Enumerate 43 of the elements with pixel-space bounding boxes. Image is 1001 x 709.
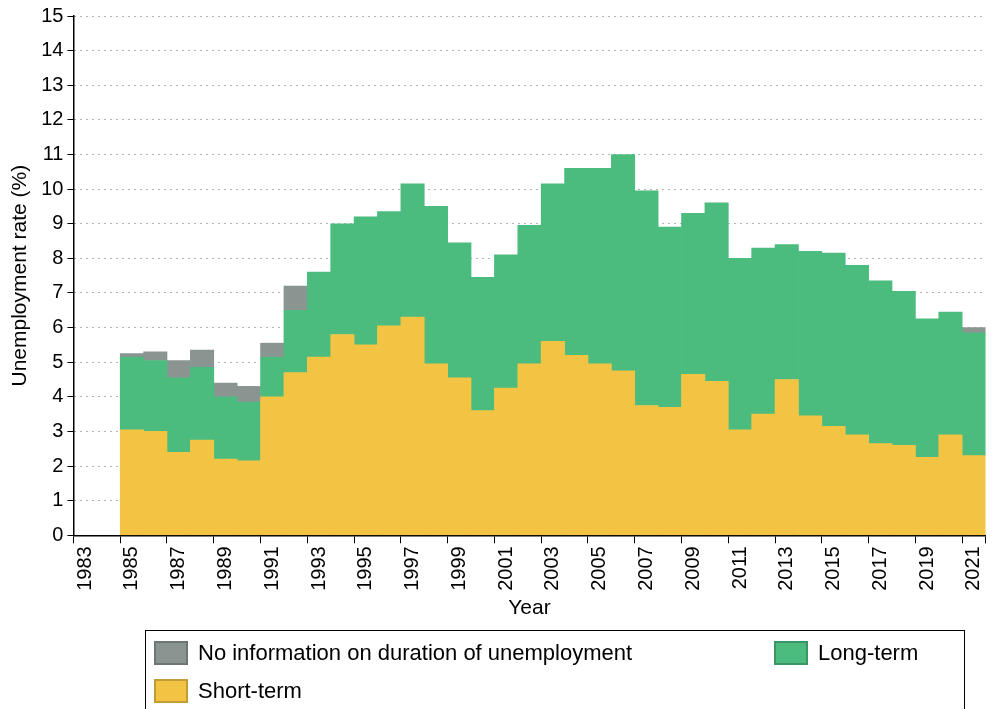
bar <box>283 285 308 311</box>
y-tick-label: 11 <box>42 142 64 164</box>
x-tick-label: 1987 <box>166 546 189 591</box>
y-tick-label: 6 <box>52 315 64 338</box>
y-tick-label: 0 <box>52 522 64 545</box>
x-tick-label: 2021 <box>961 546 984 591</box>
bar <box>260 342 285 358</box>
y-tick-label: 15 <box>41 3 64 26</box>
x-tick-label: 1983 <box>72 546 95 591</box>
y-tick-label: 10 <box>41 176 64 199</box>
x-tick-label: 1999 <box>446 546 469 591</box>
x-tick-label: 2017 <box>867 546 890 591</box>
x-tick-label: 2013 <box>774 546 797 591</box>
x-tick-label: 2015 <box>821 546 844 591</box>
x-tick-label: 2019 <box>914 546 937 591</box>
x-tick-label: 2007 <box>633 546 656 591</box>
y-tick-label: 13 <box>41 72 64 95</box>
x-tick-label: 1985 <box>119 546 142 591</box>
legend-label: Short-term <box>198 678 302 704</box>
x-tick-label: 2003 <box>540 546 563 591</box>
x-tick-label: 1989 <box>212 546 235 591</box>
y-axis-title: Unemployment rate (%) <box>7 164 31 387</box>
legend-label: Long-term <box>818 640 919 666</box>
y-tick-label: 9 <box>52 211 64 234</box>
y-tick-label: 7 <box>52 280 64 303</box>
x-tick-label: 1997 <box>400 546 423 591</box>
y-tick-label: 14 <box>41 38 64 61</box>
x-tick-label: 2005 <box>587 546 610 591</box>
y-tick-label: 4 <box>52 384 64 407</box>
x-tick-label: 2011 <box>727 546 750 590</box>
x-tick-label: 1991 <box>259 546 282 591</box>
y-tick-label: 3 <box>52 418 64 441</box>
x-tick-label: 2001 <box>493 546 516 591</box>
x-tick-label: 1995 <box>353 546 376 591</box>
y-tick-label: 1 <box>52 488 64 511</box>
y-tick-label: 8 <box>52 245 64 268</box>
y-tick-label: 2 <box>52 453 64 476</box>
legend-label: No information on duration of unemployment <box>198 640 633 666</box>
x-axis-title: Year <box>508 595 551 619</box>
y-tick-label: 12 <box>41 107 64 130</box>
x-tick-label: 1993 <box>306 546 329 591</box>
x-tick-label: 2009 <box>680 546 703 591</box>
y-tick-label: 5 <box>52 349 64 372</box>
